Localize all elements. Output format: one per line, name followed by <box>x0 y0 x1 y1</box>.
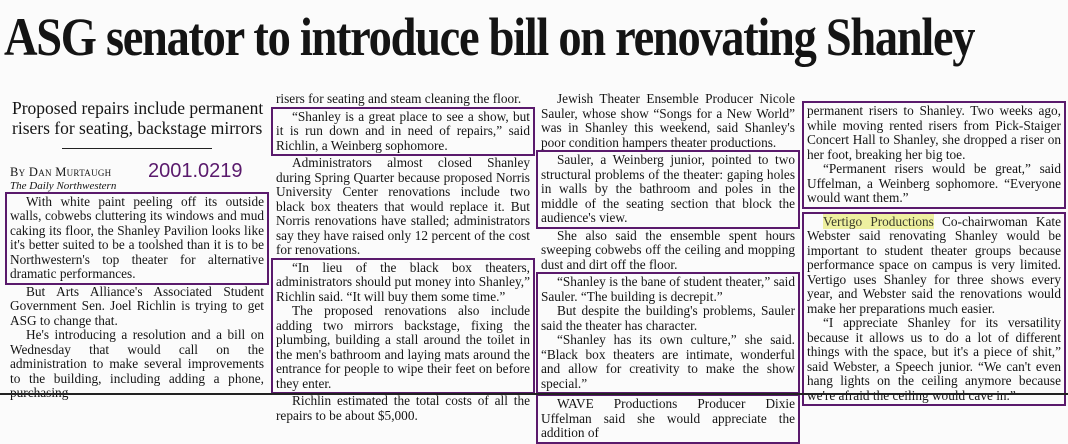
publication: The Daily Northwestern <box>10 179 117 192</box>
column-1: Proposed repairs include permanent riser… <box>5 92 269 401</box>
byline: By Dan Murtaugh <box>10 165 112 179</box>
divider <box>62 148 212 149</box>
date-stamp: 2001.0219 <box>148 160 243 182</box>
paragraph: He's introducing a resolution and a bill… <box>10 327 264 399</box>
paragraph: “I appreciate Shanley for its versatilit… <box>807 315 1061 403</box>
highlight-box: permanent risers to Shanley. Two weeks a… <box>802 101 1066 209</box>
highlighted-text: Vertigo Productions <box>823 213 934 229</box>
highlight-box: “Shanley is a great place to see a show,… <box>271 106 535 156</box>
paragraph: “Permanent risers would be great,” said … <box>807 161 1061 205</box>
paragraph: Vertigo Productions Co-chairwoman Kate W… <box>807 213 1061 317</box>
paragraph: She also said the ensemble spent hours s… <box>541 227 795 272</box>
highlight-box: With white paint peeling off its outside… <box>5 191 269 285</box>
paragraph: “In lieu of the black box theaters, admi… <box>276 259 530 304</box>
highlight-box: Vertigo Productions Co-chairwoman Kate W… <box>802 211 1066 406</box>
highlight-box: Sauler, a Weinberg junior, pointed to tw… <box>536 150 800 229</box>
paragraph: Richlin estimated the total costs of all… <box>276 393 530 423</box>
paragraph: “Shanley is a great place to see a show,… <box>276 108 530 153</box>
paragraph: WAVE Productions Producer Dixie Uffelman… <box>541 396 795 440</box>
highlight-box: “Shanley is the bane of student theater,… <box>536 272 800 394</box>
paragraph: Administrators almost closed Shanley dur… <box>276 155 530 257</box>
headline: ASG senator to introduce bill on renovat… <box>4 7 976 67</box>
column-3: Jewish Theater Ensemble Producer Nicole … <box>536 91 800 444</box>
paragraph: With white paint peeling off its outside… <box>10 193 264 281</box>
highlight-box: “In lieu of the black box theaters, admi… <box>271 257 535 394</box>
column-2: risers for seating and steam cleaning th… <box>271 91 535 423</box>
subhead: Proposed repairs include permanent riser… <box>12 98 264 138</box>
highlight-box: WAVE Productions Producer Dixie Uffelman… <box>536 394 800 444</box>
paragraph: But despite the building's problems, Sau… <box>541 303 795 333</box>
paragraph: permanent risers to Shanley. Two weeks a… <box>807 103 1061 162</box>
paragraph: Jewish Theater Ensemble Producer Nicole … <box>541 91 795 150</box>
paragraph: risers for seating and steam cleaning th… <box>276 91 522 106</box>
bottom-rule <box>0 393 1068 395</box>
paragraph: Sauler, a Weinberg junior, pointed to tw… <box>541 152 795 225</box>
paragraph: “Shanley is the bane of student theater,… <box>541 274 795 304</box>
column-4: permanent risers to Shanley. Two weeks a… <box>802 101 1066 406</box>
paragraph: But Arts Alliance's Associated Student G… <box>10 283 264 328</box>
paragraph-text: Co-chairwoman Kate Webster said renovati… <box>807 213 1061 316</box>
paragraph: “Shanley has its own culture,” she said.… <box>541 332 795 391</box>
paragraph: The proposed renovations also include ad… <box>276 303 530 391</box>
